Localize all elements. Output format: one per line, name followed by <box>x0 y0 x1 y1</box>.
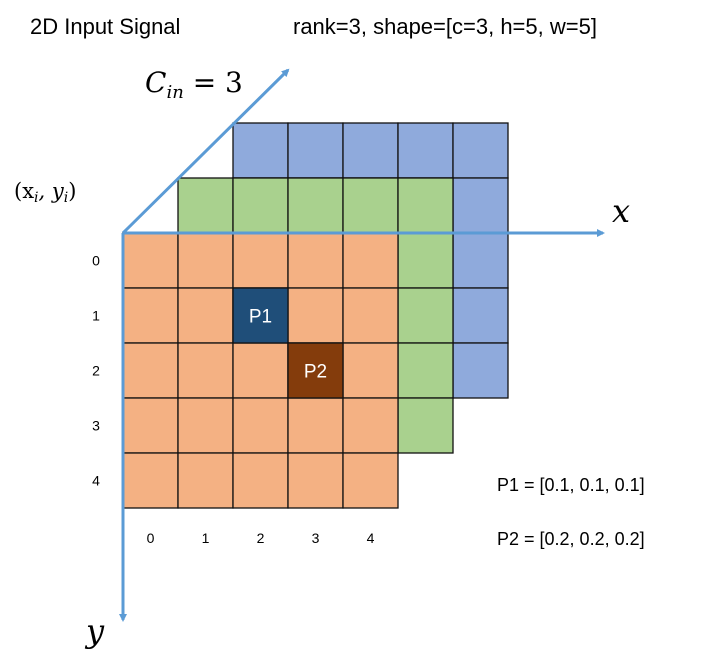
grid-cell <box>452 122 509 179</box>
p1-value: P1 = [0.1, 0.1, 0.1] <box>497 475 645 495</box>
grid-cell <box>397 287 454 344</box>
grid-cell <box>122 342 179 399</box>
grid-cell <box>452 232 509 289</box>
row-tick: 2 <box>92 363 100 379</box>
grid-cell <box>122 287 179 344</box>
grid-cell <box>342 177 399 234</box>
x-axis-label: x <box>612 192 630 230</box>
p2-value: P2 = [0.2, 0.2, 0.2] <box>497 529 645 549</box>
grid-cell <box>452 342 509 399</box>
grid-cell <box>287 122 344 179</box>
grid-cell <box>287 452 344 509</box>
point-label: P1 <box>249 307 272 328</box>
point-cell-p2 <box>287 342 344 399</box>
col-tick: 1 <box>202 530 210 546</box>
ticks: 0 1 2 3 4 0 1 2 3 4 <box>92 253 375 547</box>
grid-cell <box>232 177 289 234</box>
col-tick: 0 <box>147 530 155 546</box>
grid-cell <box>232 122 289 179</box>
grid-cell <box>452 177 509 234</box>
channel-layers: P1 P2 <box>122 122 509 509</box>
col-tick: 3 <box>312 530 320 546</box>
grid-cell <box>452 287 509 344</box>
channel-label: Cin = 3 <box>145 66 243 103</box>
grid-cell <box>177 287 234 344</box>
grid-cell <box>342 122 399 179</box>
row-tick: 0 <box>92 253 100 269</box>
grid-cell <box>342 397 399 454</box>
grid-cell <box>122 232 179 289</box>
grid-cell <box>232 397 289 454</box>
grid-cell <box>397 342 454 399</box>
grid-cell <box>342 287 399 344</box>
col-tick: 2 <box>257 530 265 546</box>
grid-cell <box>177 452 234 509</box>
title: 2D Input Signal <box>30 14 180 39</box>
grid-cell <box>122 397 179 454</box>
grid-cell <box>397 232 454 289</box>
grid-cell <box>342 452 399 509</box>
channel-axis-arrow <box>121 68 290 235</box>
grid-cell <box>122 452 179 509</box>
origin-label: (xi, yi) <box>14 179 76 206</box>
grid-cell <box>397 397 454 454</box>
shape-text: rank=3, shape=[c=3, h=5, w=5] <box>293 14 597 39</box>
grid-cell <box>342 342 399 399</box>
grid-cell <box>232 232 289 289</box>
grid-cell <box>232 452 289 509</box>
row-tick: 4 <box>92 473 100 489</box>
grid-cell <box>177 177 234 234</box>
y-axis-label: y <box>84 612 105 650</box>
grid-cell <box>287 232 344 289</box>
row-tick: 3 <box>92 418 100 434</box>
grid-cell <box>287 177 344 234</box>
col-tick: 4 <box>367 530 375 546</box>
point-label: P2 <box>304 362 327 383</box>
grid-cell <box>177 397 234 454</box>
row-tick: 1 <box>92 308 100 324</box>
grid-cell <box>397 122 454 179</box>
point-cell-p1 <box>232 287 289 344</box>
channel-0-layer <box>122 232 399 509</box>
grid-cell <box>232 342 289 399</box>
grid-cell <box>177 232 234 289</box>
grid-cell <box>177 342 234 399</box>
grid-cell <box>287 287 344 344</box>
grid-cell <box>342 232 399 289</box>
grid-cell <box>287 397 344 454</box>
grid-cell <box>397 177 454 234</box>
